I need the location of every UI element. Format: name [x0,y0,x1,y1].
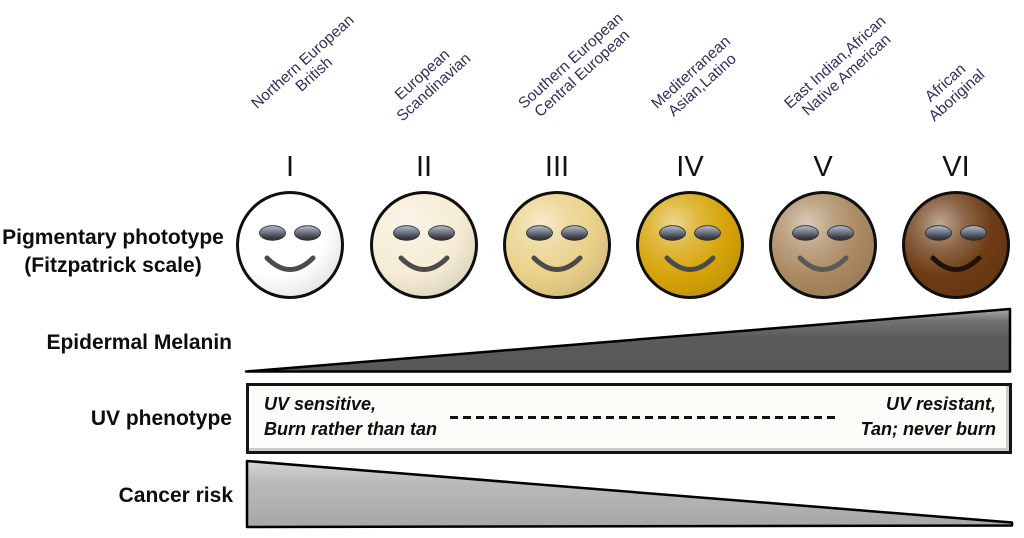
phototype-column-VI: African Aboriginal VI [890,0,1022,320]
ethnicity-label-V: East Indian,African Native American [781,13,900,125]
uv-sensitive-line2: Burn rather than tan [264,419,438,439]
smile-mouth [398,255,450,272]
pigmentary-phototype-label-line2: (Fitzpatrick scale) [24,254,202,277]
phototype-numeral-V: V [813,151,833,183]
uv-resistant-line2: Tan; never burn [860,419,996,439]
uv-resistant-text: UV resistant, Tan; never burn [861,392,996,442]
right-eye [960,225,987,241]
smile-mouth [797,255,849,272]
uv-phenotype-box: UV sensitive, Burn rather than tan UV re… [246,383,1012,454]
right-eye [561,225,588,241]
ethnicity-line: Southern European [515,9,627,113]
dashed-spectrum-line [450,416,836,419]
phototype-numeral-I: I [285,151,295,183]
left-eye [659,225,686,241]
uv-phenotype-label: UV phenotype [90,407,232,430]
right-eye [694,225,721,241]
epidermal-melanin-label: Epidermal Melanin [46,331,232,354]
pigmentary-phototype-label-line1: Pigmentary phototype [2,226,224,249]
left-eye [792,225,819,241]
uv-resistant-line1: UV resistant, [885,394,996,414]
ethnicity-label-IV: Mediterranean Asian,Latino [648,33,745,125]
smile-mouth [930,255,982,272]
phototype-numeral-II: II [415,151,433,183]
phototype-column-I: Northern European British I [224,0,358,320]
left-eye [393,225,420,241]
smile-mouth [531,255,583,272]
cancer-risk-label: Cancer risk [118,484,233,507]
face-icon-phototype-III [503,191,611,299]
phototype-numeral-IV: IV [676,151,704,183]
phototype-numeral-VI: VI [942,151,970,183]
ethnicity-label-VI: African Aboriginal [914,54,988,125]
left-eye [925,225,952,241]
right-eye [294,225,321,241]
left-eye [259,225,286,241]
ethnicity-label-I: Northern European British [248,12,369,125]
face-icon-phototype-II [370,191,478,299]
face-icon-phototype-VI [902,191,1010,299]
ethnicity-line: Northern European [248,11,358,113]
uv-sensitive-line1: UV sensitive, [264,394,377,414]
phototype-column-III: Southern European Central European III [491,0,633,320]
smile-mouth [664,255,716,272]
right-eye [827,225,854,241]
smile-mouth [264,255,316,272]
cancer-risk-wedge [245,459,1014,529]
ethnicity-label-III: Southern European Central European [515,10,638,125]
phototype-numeral-III: III [544,151,570,183]
phototype-column-V: East Indian,African Native American V [757,0,894,320]
face-icon-phototype-I [236,191,344,299]
epidermal-melanin-triangle [244,307,1012,373]
phototype-column-IV: Mediterranean Asian,Latino IV [624,0,756,320]
phototype-column-II: European Scandinavian II [358,0,490,320]
pigmentary-phototype-label: Pigmentary phototype (Fitzpatrick scale) [0,224,226,280]
ethnicity-label-II: European Scandinavian [382,37,474,125]
right-eye [428,225,455,241]
uv-sensitive-text: UV sensitive, Burn rather than tan [264,392,437,442]
face-icon-phototype-V [769,191,877,299]
left-eye [526,225,553,241]
face-icon-phototype-IV [636,191,744,299]
